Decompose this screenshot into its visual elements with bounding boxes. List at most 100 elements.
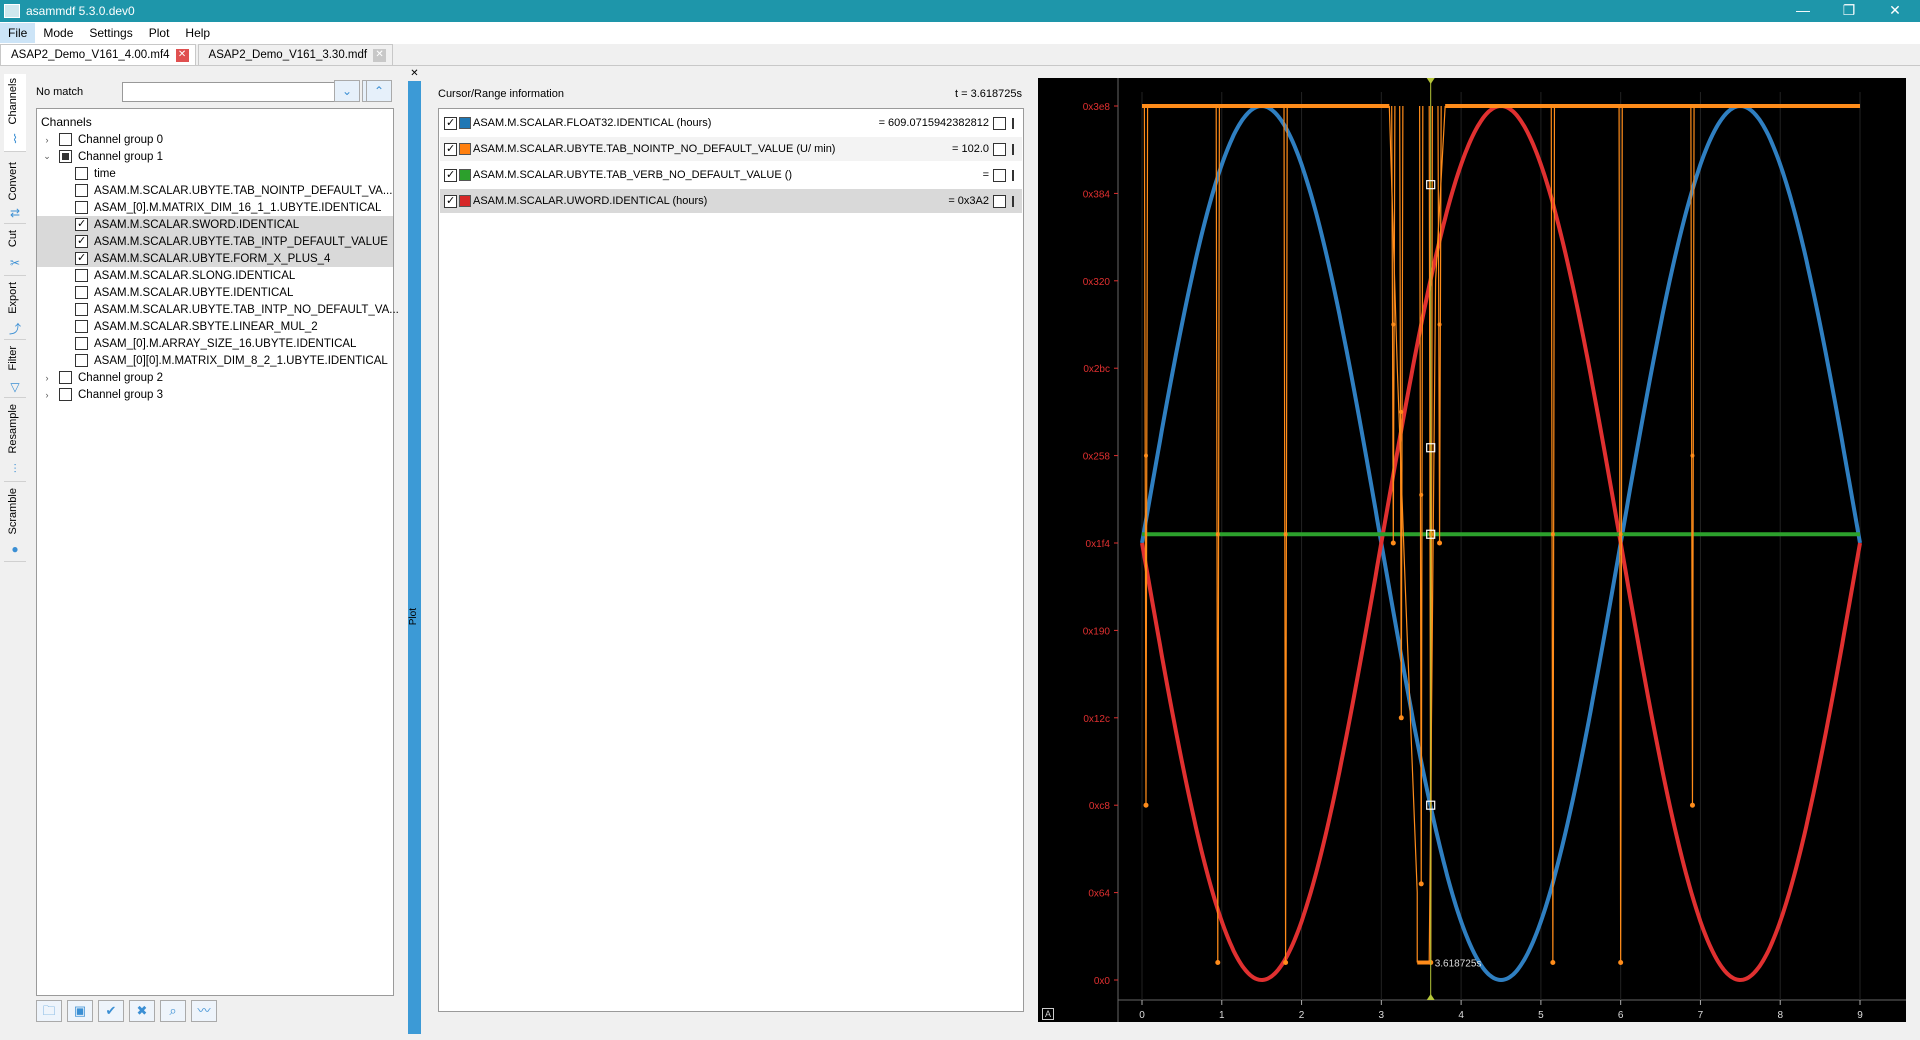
side-tab-export[interactable]: Export ⤴ (4, 276, 26, 340)
menu-plot[interactable]: Plot (148, 26, 170, 40)
channel-item[interactable]: ASAM_[0].M.ARRAY_SIZE_16.UBYTE.IDENTICAL (37, 335, 393, 352)
menu-settings[interactable]: Settings (89, 26, 133, 40)
channel-checkbox[interactable] (75, 184, 88, 197)
plot-area[interactable]: 0x0 0x64 0xc8 0x12c 0x190 0x1f4 0x258 0x2bc 0x32… (1038, 78, 1906, 1022)
side-tab-cut[interactable]: Cut ✂ (4, 224, 26, 276)
close-dock-icon[interactable]: ✕ (408, 68, 421, 81)
channel-item[interactable]: ASAM.M.SCALAR.UBYTE.TAB_INTP_DEFAULT_VAL… (37, 233, 393, 250)
channel-item[interactable]: ASAM.M.SCALAR.UBYTE.TAB_INTP_NO_DEFAULT_… (37, 301, 399, 318)
expand-arrow-icon[interactable]: › (45, 372, 49, 383)
channel-checkbox[interactable] (59, 371, 72, 384)
channel-item[interactable]: time (37, 165, 393, 182)
signal-individual-axis-checkbox[interactable] (993, 194, 1006, 208)
series-step-point (1437, 540, 1443, 546)
channel-label: ASAM.M.SCALAR.SLONG.IDENTICAL (94, 269, 296, 282)
channel-checkbox[interactable] (75, 354, 88, 367)
channel-checkbox[interactable] (75, 252, 88, 265)
channel-item[interactable]: ASAM.M.SCALAR.SLONG.IDENTICAL (37, 267, 393, 284)
check-all-button[interactable]: ✔ (98, 1000, 124, 1022)
signal-individual-axis-checkbox[interactable] (993, 168, 1006, 182)
channel-checkbox[interactable] (75, 286, 88, 299)
menu-mode[interactable]: Mode (43, 26, 74, 40)
channel-checkbox[interactable] (59, 388, 72, 401)
uncheck-all-button[interactable]: ✖ (129, 1000, 155, 1022)
plot-button[interactable]: 〰 (191, 1000, 217, 1022)
signal-enable-checkbox[interactable] (444, 142, 457, 156)
uncheck-all-icon: ✖ (136, 1003, 148, 1018)
open-folder-button[interactable]: 🗀 (36, 1000, 62, 1022)
signal-color-swatch[interactable] (459, 143, 471, 155)
expand-arrow-icon[interactable]: ⌄ (43, 151, 51, 161)
channel-checkbox[interactable] (75, 320, 88, 333)
file-tab-label: ASAP2_Demo_V161_3.30.mdf (208, 49, 368, 61)
channel-item[interactable]: ASAM_[0].M.MATRIX_DIM_16_1_1.UBYTE.IDENT… (37, 199, 393, 216)
side-tab-channels[interactable]: Channels ⌇ (4, 74, 26, 152)
signal-enable-checkbox[interactable] (444, 194, 457, 208)
channel-item[interactable]: ASAM.M.SCALAR.UBYTE.IDENTICAL (37, 284, 393, 301)
channel-item[interactable]: ASAM.M.SCALAR.UBYTE.TAB_NOINTP_DEFAULT_V… (37, 182, 393, 199)
close-tab-icon[interactable]: ✕ (175, 48, 189, 62)
signal-color-swatch[interactable] (459, 169, 471, 181)
channel-label: ASAM_[0].M.MATRIX_DIM_16_1_1.UBYTE.IDENT… (94, 201, 382, 214)
channel-checkbox[interactable] (59, 150, 72, 163)
channel-checkbox[interactable] (75, 218, 88, 231)
signal-row[interactable]: ASAM.M.SCALAR.UBYTE.TAB_VERB_NO_DEFAULT_… (440, 163, 1022, 187)
channel-item[interactable]: ASAM.M.SCALAR.SWORD.IDENTICAL (37, 216, 393, 233)
channel-checkbox[interactable] (75, 235, 88, 248)
search-button[interactable]: ⌕ (160, 1000, 186, 1022)
title-bar: asammdf 5.3.0.dev0 — ❐ ✕ (0, 0, 1920, 22)
channel-label: Channel group 2 (78, 371, 164, 384)
file-tab-1[interactable]: ASAP2_Demo_V161_4.00.mf4 ✕ (0, 44, 196, 65)
channel-checkbox[interactable] (75, 269, 88, 282)
scissors-icon: ✂ (9, 256, 21, 270)
channel-group-item[interactable]: › Channel group 3 (37, 386, 393, 403)
auto-range-button[interactable]: A (1042, 1008, 1054, 1020)
channel-label: time (94, 167, 116, 180)
channel-group-item[interactable]: ⌄ Channel group 1 (37, 148, 393, 165)
channel-label: Channel group 3 (78, 388, 164, 401)
app-icon (4, 4, 20, 18)
signal-row[interactable]: ASAM.M.SCALAR.FLOAT32.IDENTICAL (hours) =… (440, 111, 1022, 135)
close-button[interactable]: ✕ (1889, 2, 1901, 18)
channel-checkbox[interactable] (75, 167, 88, 180)
channel-tree[interactable]: Channels › Channel group 0 ⌄ Channel group … (36, 108, 399, 996)
channel-checkbox[interactable] (59, 133, 72, 146)
search-input[interactable] (122, 82, 354, 102)
channel-item[interactable]: ASAM_[0][0].M.MATRIX_DIM_8_2_1.UBYTE.IDE… (37, 352, 393, 369)
channel-checkbox[interactable] (75, 337, 88, 350)
file-tab-2[interactable]: ASAP2_Demo_V161_3.30.mdf ✕ (197, 44, 394, 65)
signal-row[interactable]: ASAM.M.SCALAR.UBYTE.TAB_NOINTP_NO_DEFAUL… (440, 137, 1022, 161)
side-tab-convert[interactable]: Convert ⇄ (4, 154, 26, 224)
close-tab-icon[interactable]: ✕ (373, 48, 387, 62)
menu-file[interactable]: File (0, 23, 36, 43)
plot-canvas[interactable]: 0x0 0x64 0xc8 0x12c 0x190 0x1f4 0x258 0x2bc 0x32… (1038, 78, 1906, 1022)
cursor-time-label: 3.618725s (1435, 959, 1482, 970)
signal-list[interactable]: ASAM.M.SCALAR.FLOAT32.IDENTICAL (hours) =… (438, 108, 1024, 1012)
channel-group-item[interactable]: › Channel group 2 (37, 369, 393, 386)
signal-individual-axis-checkbox[interactable] (993, 116, 1006, 130)
side-tab-filter[interactable]: Filter ▽ (4, 340, 26, 398)
next-match-up-button[interactable]: ⌃ (366, 80, 392, 102)
save-button[interactable]: ▣ (67, 1000, 93, 1022)
expand-arrow-icon[interactable]: › (45, 134, 49, 145)
signal-row[interactable]: ASAM.M.SCALAR.UWORD.IDENTICAL (hours) = 0… (440, 189, 1022, 213)
channel-checkbox[interactable] (75, 303, 88, 316)
signal-color-swatch[interactable] (459, 117, 471, 129)
signal-enable-checkbox[interactable] (444, 116, 457, 130)
channel-item[interactable]: ASAM.M.SCALAR.UBYTE.FORM_X_PLUS_4 (37, 250, 393, 267)
menu-help[interactable]: Help (185, 26, 211, 40)
channel-item[interactable]: ASAM.M.SCALAR.SBYTE.LINEAR_MUL_2 (37, 318, 393, 335)
signal-enable-checkbox[interactable] (444, 168, 457, 182)
side-tab-scramble[interactable]: Scramble ● (4, 482, 26, 562)
side-tab-resample[interactable]: Resample ⫶ (4, 398, 26, 482)
prev-match-button[interactable]: ⌄ (334, 80, 360, 102)
minimize-button[interactable]: — (1796, 2, 1810, 18)
plot-dock-divider[interactable]: ✕ Plot (408, 68, 421, 1034)
channel-group-item[interactable]: › Channel group 0 (37, 131, 393, 148)
signal-individual-axis-checkbox[interactable] (993, 142, 1006, 156)
signal-color-swatch[interactable] (459, 195, 471, 207)
x-tick-label: 9 (1857, 1010, 1863, 1021)
maximize-button[interactable]: ❐ (1842, 2, 1856, 18)
expand-arrow-icon[interactable]: › (45, 389, 49, 400)
channel-checkbox[interactable] (75, 201, 88, 214)
